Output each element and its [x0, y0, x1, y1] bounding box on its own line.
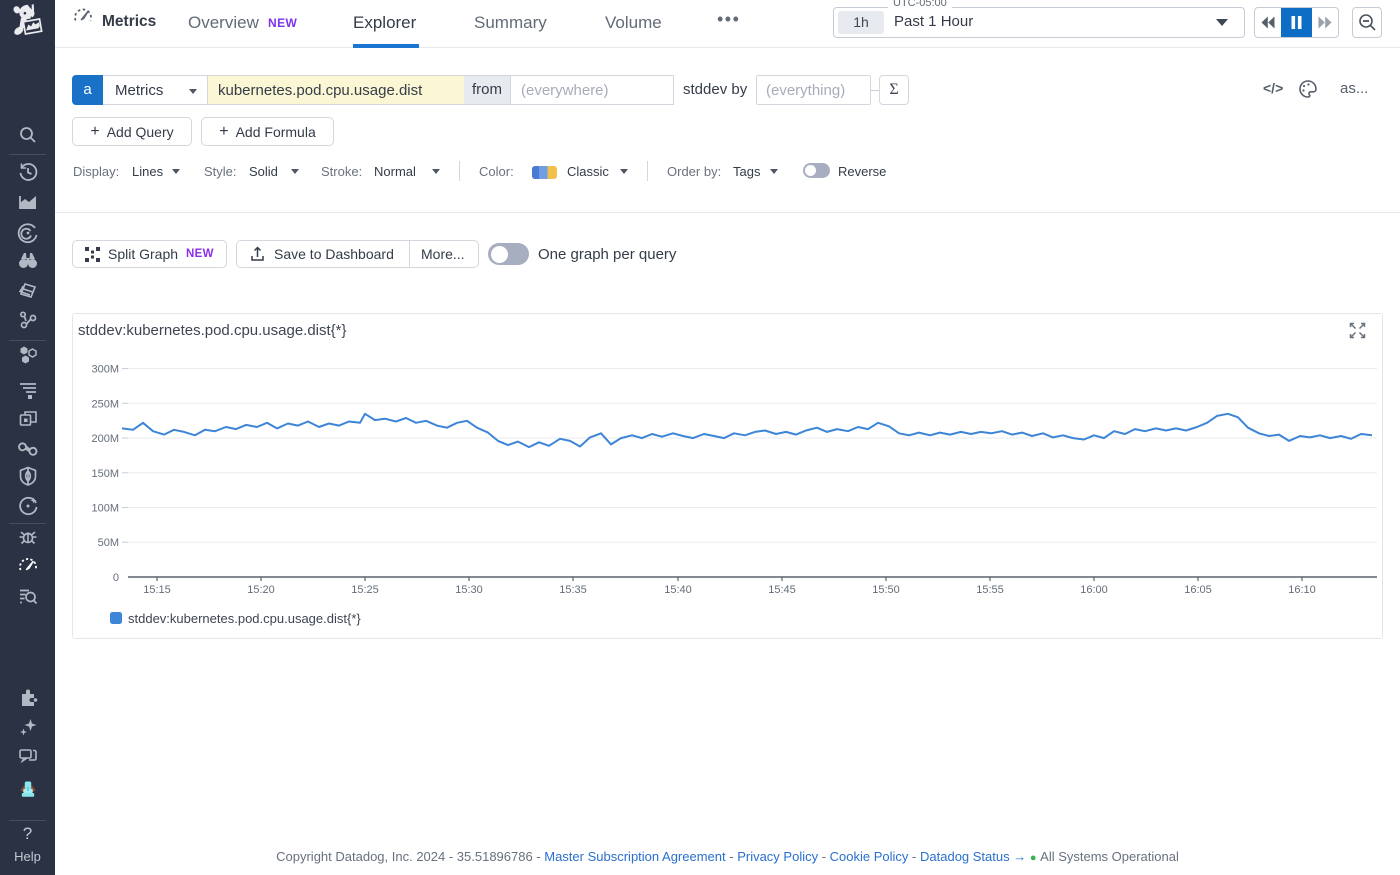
svg-text:15:35: 15:35 — [559, 584, 587, 596]
svg-text:250M: 250M — [91, 398, 119, 410]
svg-text:300M: 300M — [91, 364, 119, 376]
svg-text:0: 0 — [113, 572, 119, 584]
svg-text:15:25: 15:25 — [351, 584, 379, 596]
svg-text:50M: 50M — [98, 537, 119, 549]
svg-text:16:00: 16:00 — [1080, 584, 1108, 596]
svg-text:15:20: 15:20 — [247, 584, 275, 596]
svg-text:16:05: 16:05 — [1184, 584, 1212, 596]
svg-text:150M: 150M — [91, 468, 119, 480]
svg-text:15:30: 15:30 — [455, 584, 483, 596]
svg-text:15:45: 15:45 — [768, 584, 796, 596]
svg-text:100M: 100M — [91, 503, 119, 515]
svg-text:16:10: 16:10 — [1288, 584, 1316, 596]
svg-text:200M: 200M — [91, 433, 119, 445]
svg-text:15:50: 15:50 — [872, 584, 900, 596]
svg-text:15:55: 15:55 — [976, 584, 1004, 596]
svg-text:15:15: 15:15 — [143, 584, 171, 596]
svg-text:15:40: 15:40 — [664, 584, 692, 596]
